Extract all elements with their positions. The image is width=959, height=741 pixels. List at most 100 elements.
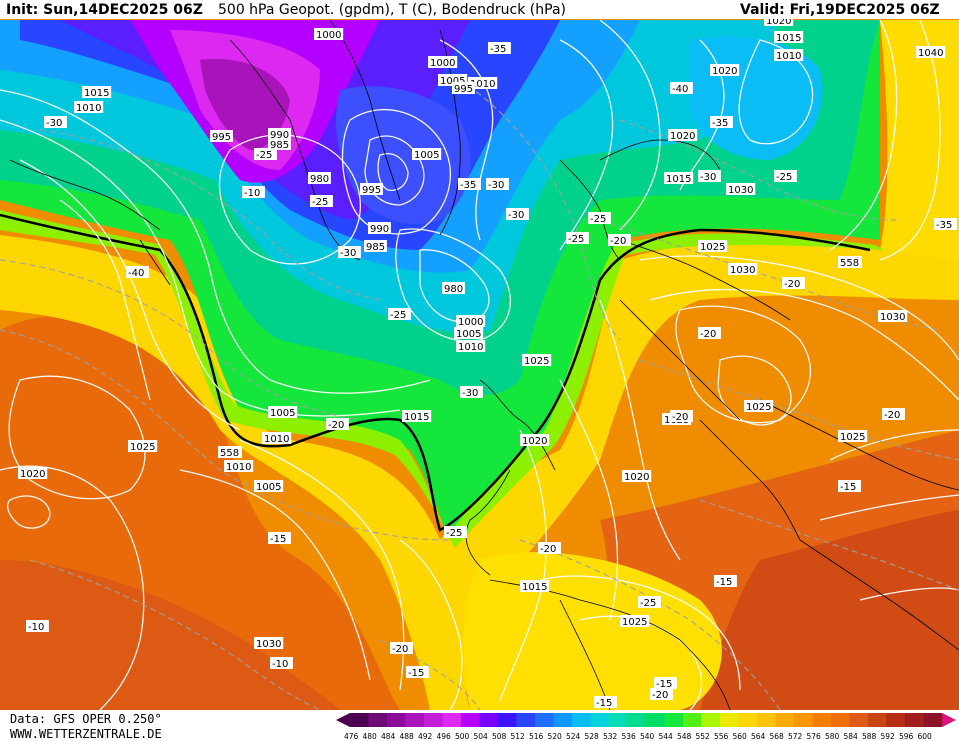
isobar-label: 1015 xyxy=(522,582,547,593)
temperature-label-bg xyxy=(254,148,277,160)
isobar-label: 1020 xyxy=(522,436,547,447)
isobar-label: 1020 xyxy=(766,16,791,27)
isobar-label: 995 xyxy=(362,185,381,196)
temperature-label: -25 xyxy=(312,197,328,208)
temperature-label-bg xyxy=(270,657,293,669)
valid-time: Valid: Fri,19DEC2025 06Z xyxy=(740,2,940,18)
temperature-label: -35 xyxy=(460,180,476,191)
isobar-label: 985 xyxy=(270,140,289,151)
isobar-label: 1010 xyxy=(776,51,801,62)
isobar-label-bg xyxy=(442,282,465,294)
temperature-label-bg xyxy=(566,232,589,244)
isobar-label: 1005 xyxy=(414,150,439,161)
temperature-label: -15 xyxy=(596,698,612,709)
scale-swatch xyxy=(609,713,628,727)
isobar-label-bg xyxy=(456,315,486,327)
temperature-label: -20 xyxy=(392,644,408,655)
temperature-label: -20 xyxy=(884,410,900,421)
temperature-label: -10 xyxy=(244,188,260,199)
temperature-label: -30 xyxy=(340,248,356,259)
scale-tick-label: 500 xyxy=(455,732,470,741)
isobar-label-bg xyxy=(360,183,383,195)
scale-swatch xyxy=(646,713,665,727)
temperature-label-bg xyxy=(44,116,67,128)
temperature-label-bg xyxy=(710,116,733,128)
temperature-label-bg xyxy=(774,170,797,182)
temperature-label: -30 xyxy=(462,388,478,399)
isobar-label: 1040 xyxy=(918,48,943,59)
temperature-label-bg xyxy=(654,677,677,689)
field-se-deep xyxy=(700,510,959,710)
temperature-label: -25 xyxy=(776,172,792,183)
isobar-label: 1010 xyxy=(226,462,251,473)
isobar-label-bg xyxy=(520,580,550,592)
scale-swatch xyxy=(350,713,369,727)
scale-swatch xyxy=(923,713,943,727)
temperature-label-bg xyxy=(338,246,361,258)
scale-swatch xyxy=(794,713,813,727)
scale-swatch xyxy=(664,713,684,727)
isobar-label-bg xyxy=(268,406,298,418)
isobar-label: 1005 xyxy=(270,408,295,419)
init-time: Init: Sun,14DEC2025 06Z xyxy=(6,2,203,18)
scale-swatch xyxy=(868,713,887,727)
isobar-label: 1030 xyxy=(730,265,755,276)
isobar-label: 1020 xyxy=(712,66,737,77)
scale-tick-label: 516 xyxy=(529,732,544,741)
temperature-label-bg xyxy=(782,277,805,289)
isobar-label-bg xyxy=(522,354,552,366)
isobar-label: 1010 xyxy=(458,342,483,353)
isobar-label-bg xyxy=(620,615,650,627)
temperature-label-bg xyxy=(310,195,333,207)
temperature-label: -15 xyxy=(716,577,732,588)
temperature-label: -20 xyxy=(672,412,688,423)
isobar-label-bg xyxy=(254,637,284,649)
scale-swatch xyxy=(886,713,906,727)
scale-tick-label: 476 xyxy=(344,732,359,741)
temperature-label-bg xyxy=(506,208,529,220)
temperature-label-bg xyxy=(390,642,413,654)
isobar-label-bg xyxy=(224,460,254,472)
isobar-label-bg xyxy=(412,148,442,160)
scale-tick-label: 520 xyxy=(548,732,563,741)
isobar-label-bg xyxy=(262,432,292,444)
contour-558-label-east: 558 xyxy=(840,258,859,269)
isobar-label: 995 xyxy=(212,132,231,143)
isobar-label-bg xyxy=(726,183,756,195)
scale-swatch xyxy=(905,713,924,727)
scale-tick-label: 580 xyxy=(825,732,840,741)
temperature-label-bg xyxy=(126,266,149,278)
scale-arrow-low xyxy=(336,713,350,727)
temperature-label: -25 xyxy=(256,150,272,161)
isobar-label-bg xyxy=(368,222,391,234)
isobar-label-bg xyxy=(668,129,698,141)
isobar-label-bg xyxy=(456,340,486,352)
isobar-label-bg xyxy=(710,64,740,76)
temperature-label: -15 xyxy=(270,534,286,545)
isobar-label-bg xyxy=(520,434,550,446)
temperature-label: -20 xyxy=(652,690,668,701)
temperature-label: -20 xyxy=(540,544,556,555)
temperature-label-bg xyxy=(670,82,693,94)
scale-tick-label: 596 xyxy=(899,732,914,741)
isobar-label-bg xyxy=(268,138,291,150)
isobar-label: 1000 xyxy=(430,58,455,69)
scale-swatch xyxy=(442,713,462,727)
temperature-label-bg xyxy=(934,218,957,230)
temperature-label-bg xyxy=(242,186,265,198)
scale-tick-label: 496 xyxy=(437,732,452,741)
temperature-label: -35 xyxy=(490,44,506,55)
temperature-label: -30 xyxy=(700,172,716,183)
isobar-label: 1015 xyxy=(666,174,691,185)
isobar-label-bg xyxy=(210,130,233,142)
scale-swatch xyxy=(701,713,721,727)
scale-swatch xyxy=(516,713,536,727)
scale-swatch xyxy=(831,713,850,727)
isobar-label: 995 xyxy=(454,84,473,95)
isobar-label-bg xyxy=(916,46,946,58)
scale-tick-label: 536 xyxy=(622,732,637,741)
isobar-label-bg xyxy=(428,56,458,68)
isobar-label-bg xyxy=(454,327,484,339)
